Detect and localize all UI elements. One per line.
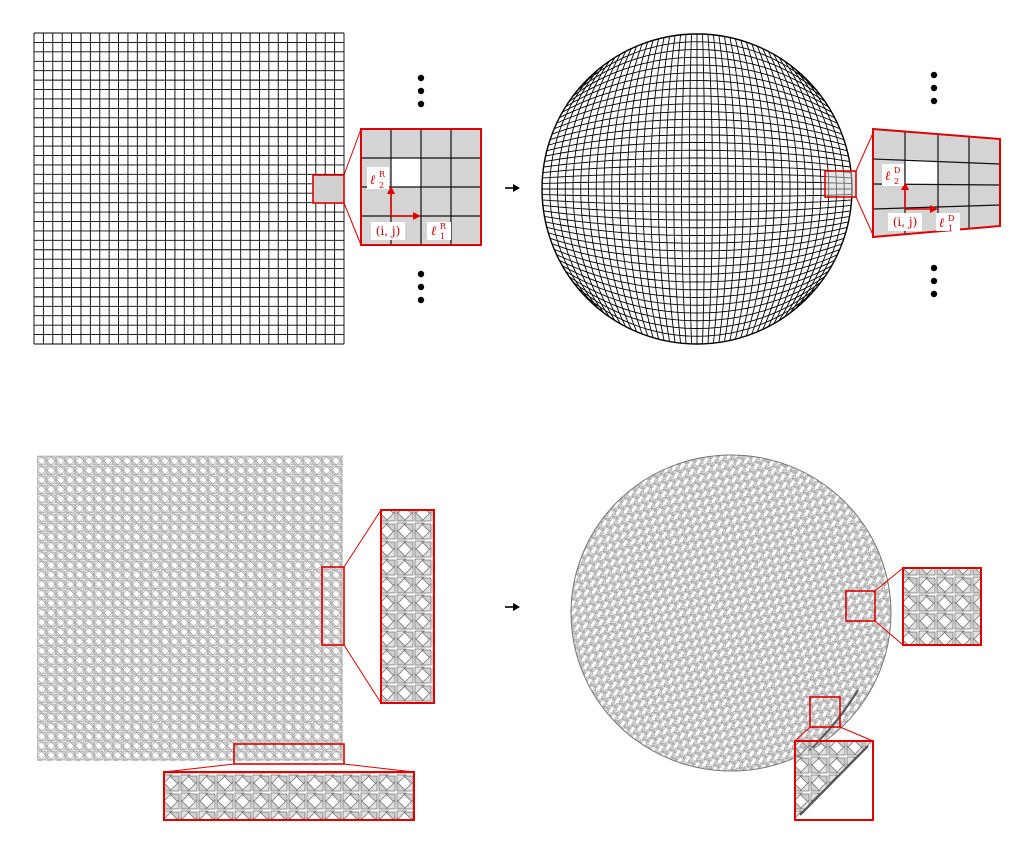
def-cell-index-label: (i, j) bbox=[893, 215, 918, 229]
ref-ellipsis-bottom bbox=[417, 270, 425, 304]
sphere-zoom-inset-bottom bbox=[794, 740, 874, 821]
ref-cell-index-label: (i, j) bbox=[376, 224, 401, 238]
ref-highlight-cell bbox=[312, 174, 345, 204]
reference-grid-lines bbox=[33, 32, 345, 345]
ref-vector-l1-arrowhead bbox=[413, 212, 421, 220]
kiri-zoom-inset-bottom bbox=[163, 771, 415, 821]
def-zoom-line-top bbox=[855, 132, 874, 172]
sphere-zoom-line-bottom bbox=[874, 620, 904, 646]
sphere-highlight-side bbox=[845, 590, 876, 622]
kiri-zoom-inset-side bbox=[380, 509, 435, 704]
ref-l2-label: ℓ bbox=[370, 173, 376, 188]
sphere-zoom-inset-side bbox=[902, 567, 982, 646]
def-ellipsis-top bbox=[930, 71, 938, 105]
ref-vector-l2-arrowhead bbox=[387, 186, 395, 194]
ref-ellipsis-top bbox=[417, 74, 425, 108]
def-vector-l2-arrowhead bbox=[901, 182, 909, 190]
reference-grid bbox=[33, 32, 345, 345]
deformed-grid-sphere bbox=[542, 34, 852, 344]
ref-zoom-line-top bbox=[343, 128, 362, 176]
def-l1-label: ℓ bbox=[939, 216, 945, 231]
def-l1-sub: 1 bbox=[948, 224, 953, 233]
kiri-zoom-line-bottom-left bbox=[163, 763, 235, 773]
def-zoom-inset: (i, j) ℓ D 1 ℓ D 2 bbox=[872, 127, 1001, 239]
deformed-grid-lines bbox=[542, 34, 852, 344]
kiri-highlight-bottom bbox=[233, 743, 345, 765]
kiri-zoom-line-side-top bbox=[343, 509, 382, 568]
ref-l1-sup: R bbox=[440, 222, 447, 231]
kiri-zoom-line-side-bottom bbox=[343, 644, 382, 704]
sphere-highlight-bottom bbox=[809, 696, 841, 728]
ref-l2-sup: R bbox=[379, 170, 386, 179]
sphere-zoom-line-br bbox=[839, 726, 874, 742]
reference-kirigami bbox=[37, 456, 343, 761]
ref-l2-sub: 2 bbox=[379, 181, 384, 190]
def-l2-sub: 2 bbox=[894, 177, 899, 186]
sphere-zoom-line-bl bbox=[794, 726, 811, 742]
map-arrow-top bbox=[505, 184, 520, 192]
ref-l1-label: ℓ bbox=[431, 224, 437, 239]
ref-zoom-inset: (i, j) ℓ R 1 ℓ R 2 bbox=[360, 128, 482, 246]
kiri-zoom-line-bottom-right bbox=[343, 763, 415, 773]
def-ellipsis-bottom bbox=[930, 264, 938, 298]
def-highlight-cell bbox=[824, 170, 857, 198]
ref-l1-sub: 1 bbox=[440, 232, 445, 241]
map-arrow-bottom bbox=[505, 603, 520, 611]
deployed-kirigami bbox=[570, 454, 892, 772]
def-vector-l1-arrowhead bbox=[930, 205, 938, 213]
sphere-zoom-line-top bbox=[874, 567, 904, 592]
def-l2-sup: D bbox=[894, 166, 900, 175]
kiri-highlight-side bbox=[321, 566, 345, 646]
def-l1-sup: D bbox=[948, 214, 954, 223]
ref-zoom-line-bottom bbox=[343, 202, 362, 246]
def-l2-label: ℓ bbox=[885, 169, 891, 184]
def-zoom-line-bottom bbox=[855, 196, 874, 236]
